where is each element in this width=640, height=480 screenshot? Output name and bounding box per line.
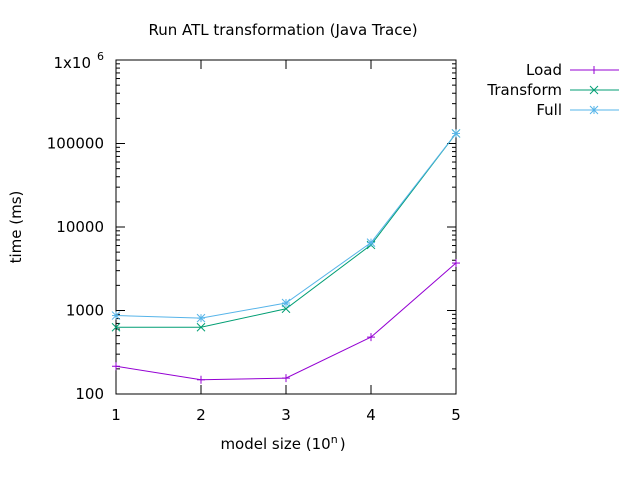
data-point-load (452, 259, 460, 268)
x-axis-label-suffix: ) (340, 435, 346, 453)
y-tick-label: 1000 (66, 302, 104, 320)
x-axis-label-sup: n (331, 433, 338, 446)
y-tick-label: 10000 (56, 218, 104, 236)
data-point-load (197, 375, 205, 384)
legend-marker-load (590, 66, 598, 74)
x-axis: 1 2 3 4 5 (111, 60, 461, 424)
data-point-full (111, 311, 121, 320)
y-tick-label: 100 (75, 385, 104, 403)
marker-stroke (451, 129, 461, 138)
y-axis: 100 1000 10000 100000 1x10 6 (47, 50, 456, 403)
marker-stroke (111, 311, 121, 320)
data-point-load (367, 333, 375, 342)
y-axis-label: time (ms) (7, 191, 25, 264)
series-line-transform (116, 133, 457, 328)
series-load (112, 259, 460, 384)
series-layer (111, 129, 461, 384)
y-tick-label: 100000 (47, 135, 104, 153)
x-tick-label: 1 (111, 406, 121, 424)
y-tick-label-text: 1000 (66, 302, 104, 320)
x-tick-label: 2 (196, 406, 206, 424)
marker-stroke (111, 322, 121, 332)
data-point-transform (196, 322, 206, 332)
marker-stroke (589, 105, 599, 115)
legend-marker-transform (589, 85, 599, 95)
y-tick-label-text: 100 (75, 385, 104, 403)
legend-label-full: Full (536, 101, 562, 119)
data-point-load (112, 362, 120, 371)
x-axis-label-base: model size (10 (220, 435, 330, 453)
x-axis-label: model size (10n) (220, 433, 345, 453)
x-tick-label: 5 (451, 406, 461, 424)
y-tick-label: 1x10 6 (53, 50, 104, 72)
y-tick-label-text: 100000 (47, 135, 104, 153)
marker-stroke (196, 313, 206, 323)
legend-marker-full (589, 105, 599, 115)
data-point-full (196, 313, 206, 323)
marker-stroke (196, 322, 206, 332)
marker-stroke (281, 298, 291, 308)
data-point-full (366, 238, 376, 247)
legend-label-transform: Transform (486, 81, 562, 99)
data-point-full (451, 129, 461, 138)
series-line-load (115, 262, 457, 381)
x-tick-label: 4 (366, 406, 376, 424)
legend: Load Transform Full (486, 61, 619, 119)
data-point-full (281, 298, 291, 308)
marker-stroke (366, 238, 376, 247)
x-tick-label: 3 (281, 406, 291, 424)
series-line-full (115, 133, 457, 319)
data-point-load (282, 374, 290, 383)
marker-stroke (589, 85, 599, 95)
y-tick-label-text: 1x10 (53, 54, 91, 72)
chart-title: Run ATL transformation (Java Trace) (148, 21, 417, 39)
plot-frame (115, 59, 457, 395)
y-tick-label-exponent: 6 (97, 50, 104, 63)
series-full (111, 129, 461, 323)
y-tick-label-text: 10000 (56, 218, 104, 236)
data-point-transform (111, 322, 121, 332)
legend-label-load: Load (526, 61, 562, 79)
